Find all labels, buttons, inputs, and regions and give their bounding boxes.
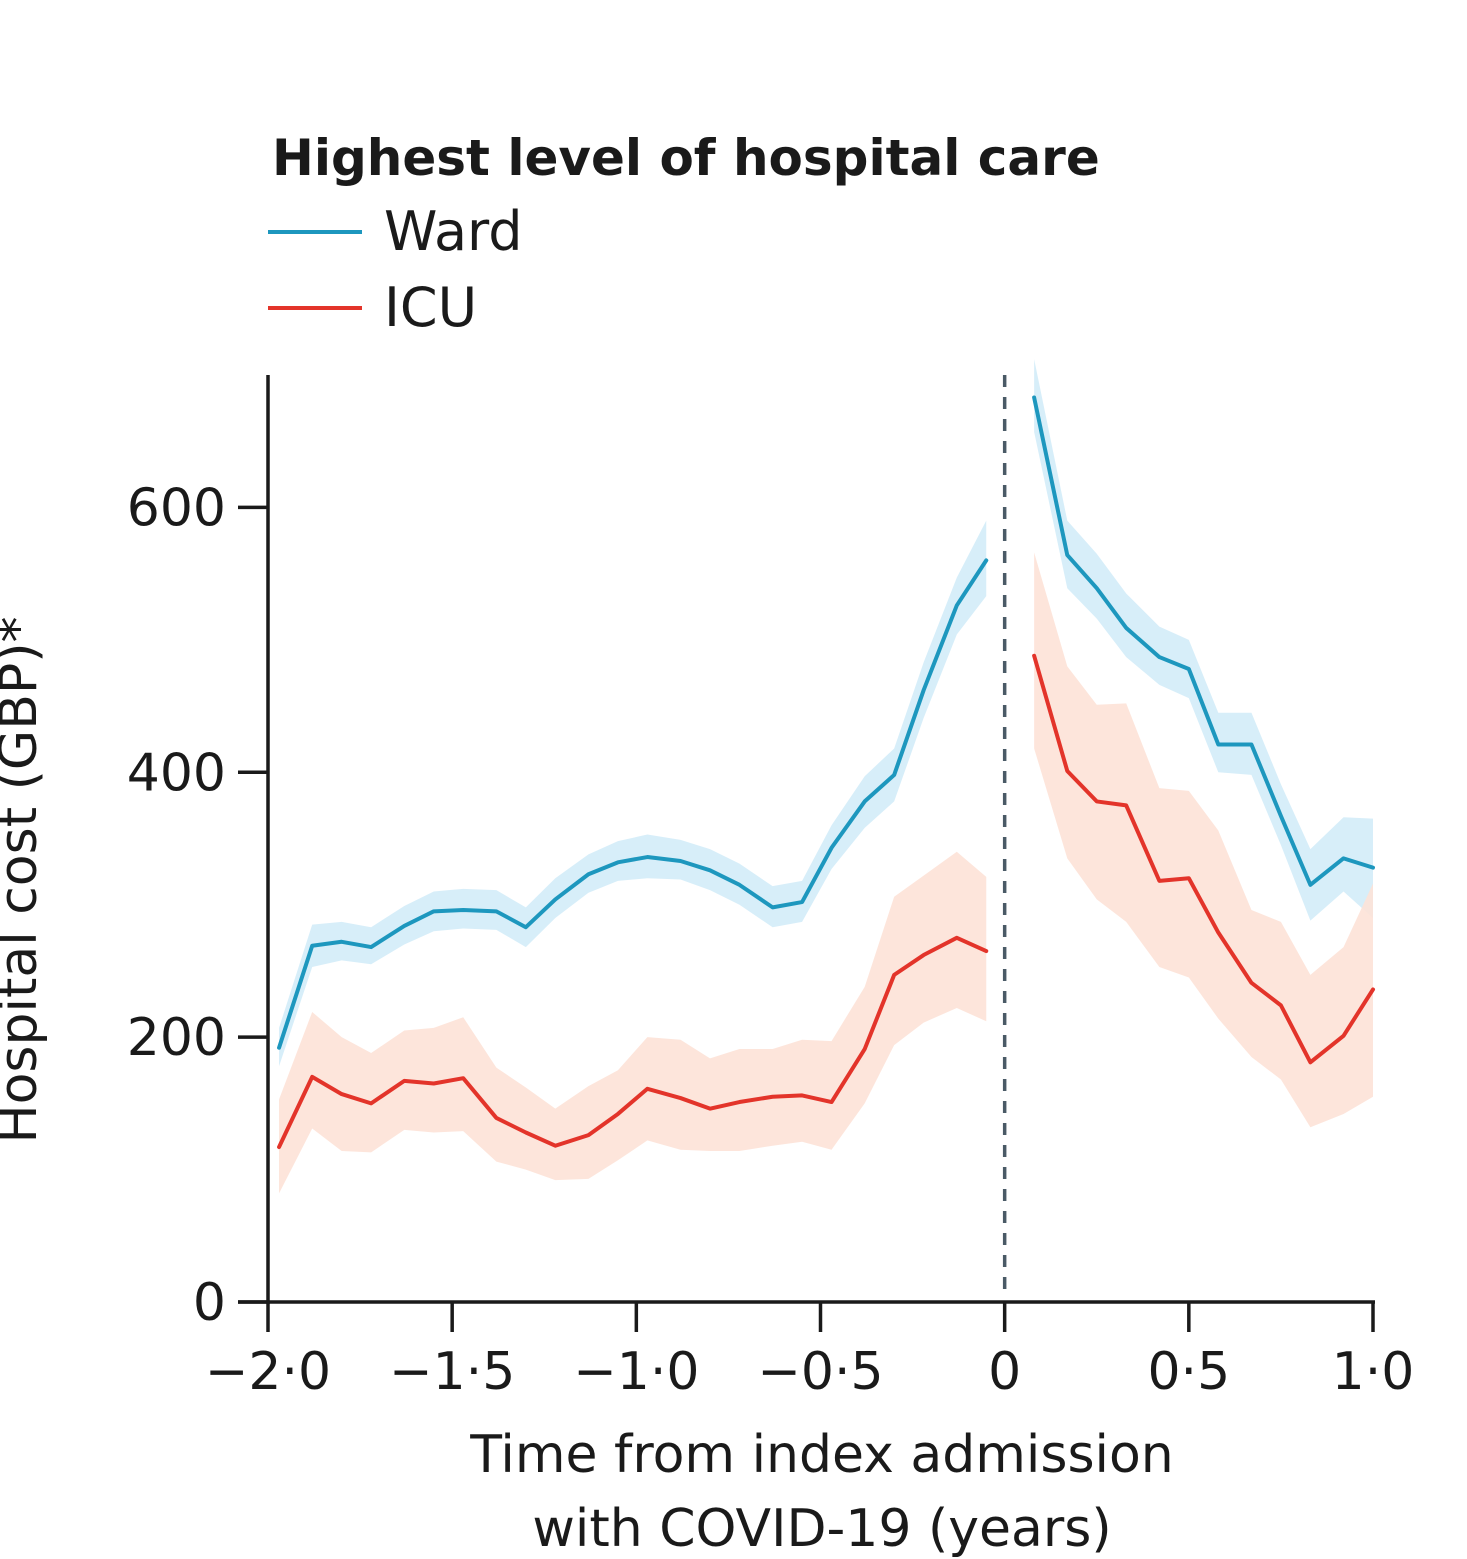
y-tick-label: 600: [127, 478, 226, 538]
x-tick-label: 1·0: [1332, 1342, 1415, 1402]
y-axis-label: Hospital cost (GBP)*: [0, 616, 49, 1143]
x-axis-label-line1: Time from index admission: [469, 1425, 1174, 1485]
y-ticks: 0 200 400 600: [127, 478, 268, 1333]
icu-confidence-band: [1034, 552, 1373, 1128]
ward-series-line: [277, 558, 989, 1050]
x-tick-label: −2·0: [205, 1342, 331, 1402]
icu-series-line: [277, 935, 989, 1150]
x-tick-label: −1·5: [389, 1342, 515, 1402]
x-axis-label-line2: with COVID-19 (years): [532, 1499, 1111, 1559]
legend-title: Highest level of hospital care: [272, 129, 1100, 187]
legend-label-icu: ICU: [384, 276, 477, 339]
x-tick-label: 0: [988, 1342, 1021, 1402]
y-tick-label: 400: [127, 743, 226, 803]
icu-confidence-band: [279, 851, 987, 1194]
legend-label-ward: Ward: [384, 200, 523, 263]
x-tick-label: 0·5: [1147, 1342, 1230, 1402]
x-tick-label: −1·0: [573, 1342, 699, 1402]
confidence-bands: [279, 359, 1373, 1194]
legend: Highest level of hospital care Ward ICU: [268, 129, 1100, 339]
series-lines: [277, 395, 1375, 1150]
axes: −2·0 −1·5 −1·0 −0·5 0 0·5 1·0 0 200 400 600: [127, 375, 1414, 1402]
y-tick-label: 200: [127, 1008, 226, 1068]
ward-confidence-band: [1034, 359, 1373, 921]
icu-series-line: [1032, 653, 1375, 1065]
y-tick-label: 0: [193, 1273, 226, 1333]
x-tick-label: −0·5: [757, 1342, 883, 1402]
x-ticks: −2·0 −1·5 −1·0 −0·5 0 0·5 1·0: [205, 1302, 1414, 1402]
ward-series-line: [1032, 395, 1375, 887]
